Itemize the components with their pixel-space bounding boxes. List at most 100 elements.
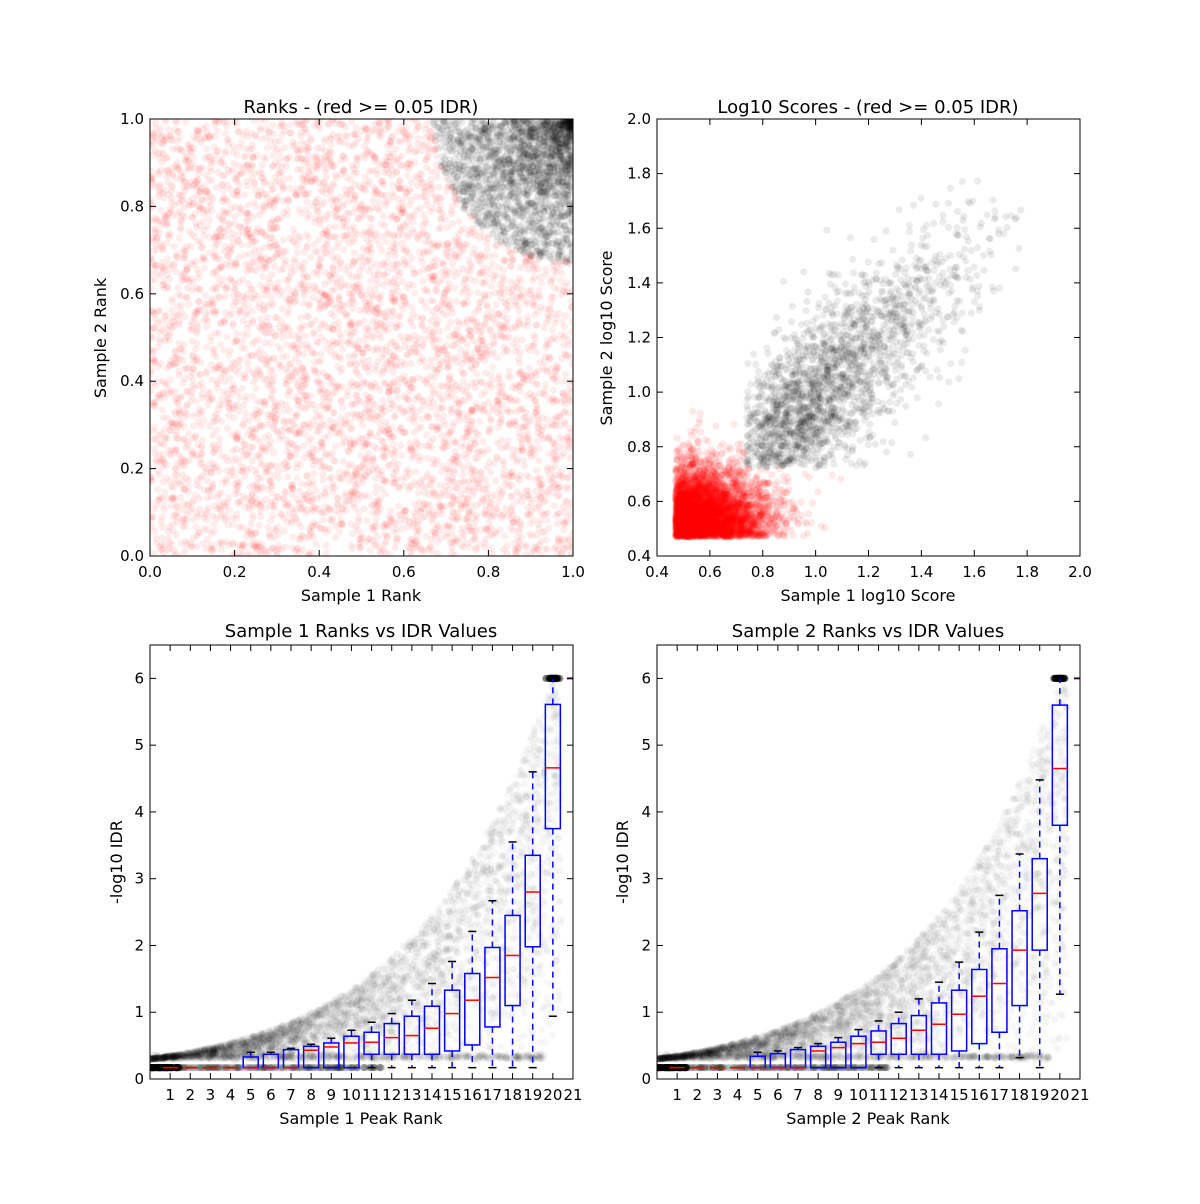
red-point bbox=[247, 286, 255, 294]
red-point bbox=[244, 217, 252, 225]
red-point bbox=[385, 169, 393, 177]
red-point bbox=[556, 483, 564, 491]
red-point bbox=[565, 535, 573, 543]
red-point bbox=[407, 348, 415, 356]
red-point bbox=[455, 319, 463, 327]
red-point bbox=[396, 333, 404, 341]
red-point bbox=[432, 460, 440, 468]
red-point bbox=[156, 328, 164, 336]
red-point bbox=[180, 254, 189, 262]
red-point bbox=[459, 265, 467, 273]
red-point bbox=[322, 541, 330, 549]
red-point bbox=[288, 484, 296, 492]
red-point bbox=[309, 202, 317, 210]
red-point bbox=[357, 200, 365, 208]
red-point bbox=[372, 515, 380, 523]
red-point bbox=[390, 446, 398, 454]
red-point bbox=[257, 371, 265, 379]
red-point bbox=[326, 426, 334, 434]
red-point bbox=[370, 466, 378, 474]
red-point bbox=[294, 445, 302, 453]
red-point bbox=[263, 284, 271, 292]
red-point bbox=[274, 411, 282, 419]
red-point bbox=[449, 493, 457, 502]
red-point bbox=[363, 433, 371, 441]
red-point bbox=[348, 378, 356, 386]
red-point bbox=[350, 234, 358, 242]
red-point bbox=[256, 454, 264, 462]
red-point bbox=[533, 321, 541, 329]
red-point bbox=[378, 353, 386, 361]
red-point bbox=[359, 479, 367, 487]
red-point bbox=[209, 431, 217, 439]
red-point bbox=[366, 298, 374, 306]
red-point bbox=[542, 536, 550, 544]
red-point bbox=[289, 225, 297, 233]
red-point bbox=[205, 390, 213, 398]
red-point bbox=[214, 273, 222, 281]
red-point bbox=[163, 255, 171, 263]
red-point bbox=[431, 524, 439, 533]
red-point bbox=[554, 550, 562, 556]
red-point bbox=[269, 151, 278, 159]
red-point bbox=[453, 298, 461, 306]
red-point bbox=[270, 471, 278, 479]
red-point bbox=[309, 519, 317, 527]
red-point bbox=[330, 233, 338, 241]
red-point bbox=[488, 383, 496, 391]
red-point bbox=[486, 290, 494, 298]
red-point bbox=[364, 324, 372, 332]
red-point bbox=[284, 284, 292, 292]
red-point bbox=[337, 275, 345, 283]
red-point bbox=[194, 176, 202, 184]
red-point bbox=[434, 317, 442, 325]
red-point bbox=[317, 463, 325, 472]
red-point bbox=[159, 140, 167, 148]
red-point bbox=[433, 538, 442, 546]
red-point bbox=[207, 156, 215, 164]
red-point bbox=[486, 325, 494, 333]
red-point bbox=[151, 398, 159, 407]
red-point bbox=[250, 246, 258, 254]
red-point bbox=[371, 323, 379, 331]
red-point bbox=[409, 218, 417, 226]
red-point bbox=[368, 523, 376, 531]
red-point bbox=[209, 418, 217, 426]
red-point bbox=[283, 518, 292, 527]
red-point bbox=[368, 167, 376, 175]
red-point bbox=[374, 310, 383, 318]
red-point bbox=[434, 350, 442, 358]
red-point bbox=[435, 390, 443, 398]
red-point bbox=[566, 353, 573, 361]
red-point bbox=[227, 205, 235, 213]
red-point bbox=[172, 267, 180, 276]
red-point bbox=[455, 409, 463, 417]
red-point bbox=[185, 300, 193, 308]
red-point bbox=[472, 378, 480, 386]
red-point bbox=[345, 239, 353, 247]
red-point bbox=[483, 314, 491, 322]
red-point bbox=[305, 158, 313, 167]
red-point bbox=[265, 202, 273, 210]
red-point bbox=[331, 171, 339, 179]
red-point bbox=[354, 153, 362, 161]
red-point bbox=[246, 442, 254, 451]
red-point bbox=[176, 191, 184, 199]
red-point bbox=[164, 332, 173, 340]
red-point bbox=[285, 427, 294, 435]
red-point bbox=[401, 299, 409, 307]
red-point bbox=[511, 546, 520, 555]
red-point bbox=[438, 432, 446, 440]
red-point bbox=[249, 482, 257, 490]
red-point bbox=[228, 467, 236, 475]
red-point bbox=[352, 399, 360, 407]
red-point bbox=[444, 268, 452, 276]
red-point bbox=[224, 221, 232, 229]
red-point bbox=[428, 528, 437, 536]
red-point bbox=[508, 324, 516, 333]
red-point bbox=[295, 397, 303, 405]
red-point bbox=[213, 494, 222, 502]
red-point bbox=[271, 285, 279, 293]
red-point bbox=[287, 129, 295, 137]
red-point bbox=[200, 525, 208, 533]
